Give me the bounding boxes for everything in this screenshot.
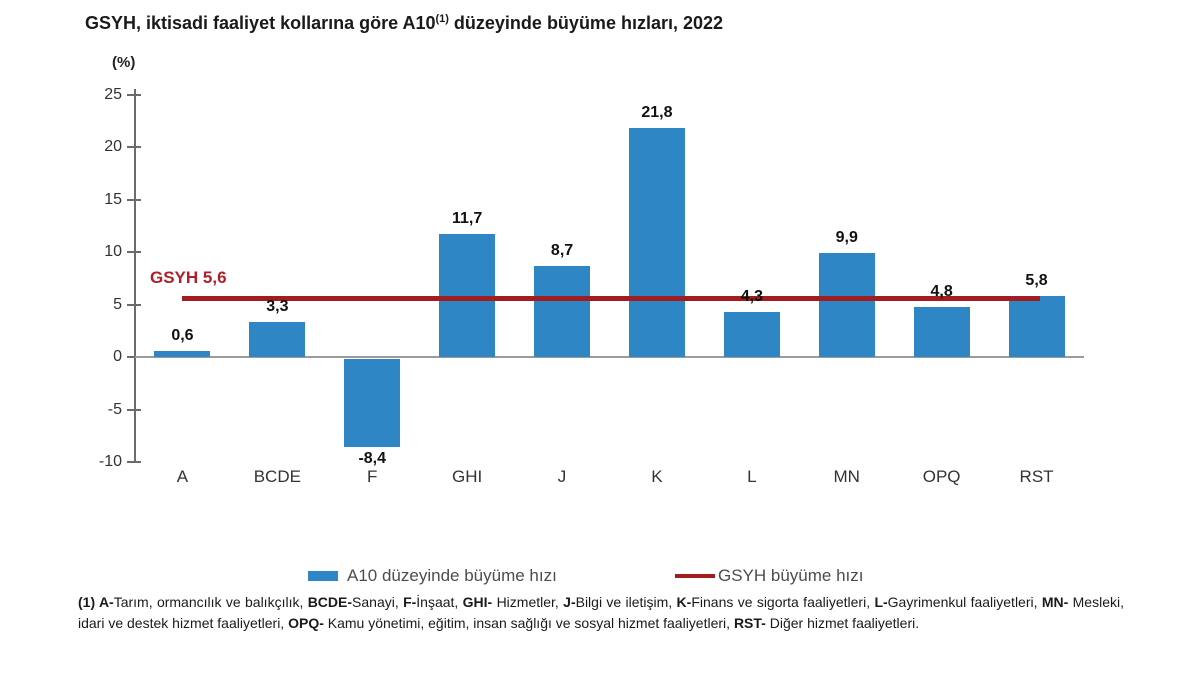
footnote-text: Kamu yönetimi, eğitim, insan sağlığı ve … [323, 615, 734, 631]
x-category-label: A [176, 467, 189, 486]
legend-bar-label: A10 düzeyinde büyüme hızı [347, 566, 557, 585]
footnote-text: Tarım, ormancılık ve balıkçılık, [113, 594, 308, 610]
gdp-line-label: GSYH 5,6 [150, 268, 227, 287]
legend-line-swatch-icon [675, 574, 715, 578]
bar [1008, 296, 1065, 357]
gdp-reference-line [182, 295, 1040, 301]
bar-value-label: 9,9 [835, 229, 858, 247]
y-tick-label: 5 [113, 295, 122, 313]
x-category-label: K [651, 467, 663, 486]
bar-value-label: 4,3 [740, 287, 763, 305]
footnote-text: İnşaat, [416, 594, 463, 610]
footnote: (1) A-Tarım, ormancılık ve balıkçılık, B… [78, 592, 1124, 634]
y-tick-label: -10 [98, 453, 122, 470]
footnote-code: F- [403, 594, 417, 610]
bar [344, 359, 401, 448]
footnote-code: OPQ- [288, 615, 324, 631]
y-axis-unit-label: (%) [112, 54, 136, 71]
x-category-label: MN [833, 467, 860, 486]
bar-value-label: -8,4 [358, 450, 387, 468]
bar [154, 350, 211, 357]
footnote-code: BCDE- [307, 594, 353, 610]
y-tick-label: 25 [104, 85, 122, 103]
y-tick-mark [127, 461, 141, 463]
footnote-text: Hizmetler, [492, 594, 564, 610]
x-category-label: OPQ [922, 467, 961, 486]
x-category-label: L [747, 467, 757, 486]
legend-item-line: GSYH büyüme hızı [675, 566, 864, 585]
bar [723, 311, 780, 357]
bar-value-label: 5,8 [1025, 272, 1048, 290]
legend-line-label: GSYH büyüme hızı [718, 566, 864, 585]
legend-item-bars: A10 düzeyinde büyüme hızı [308, 566, 557, 585]
footnote-code: L- [874, 594, 888, 610]
x-category-label: F [367, 467, 378, 486]
chart-title-footnote-marker: (1) [435, 13, 449, 25]
chart-title-prefix: GSYH, iktisadi faaliyet kollarına göre A… [85, 13, 436, 33]
y-tick-mark [127, 146, 141, 148]
bar-value-label: 4,8 [930, 282, 953, 300]
footnote-code: K- [676, 594, 692, 610]
chart-title-suffix: düzeyinde büyüme hızları, 2022 [448, 13, 724, 33]
footnote-code: J- [563, 594, 576, 610]
bar [534, 265, 591, 357]
y-tick-mark [127, 198, 141, 201]
bar-value-label: 11,7 [452, 210, 483, 228]
bar [439, 234, 496, 357]
bar [628, 128, 685, 357]
footnote-text: Mesleki, idari ve destek hizmet faaliyet… [78, 594, 1124, 631]
footnote-code: GHI- [462, 594, 493, 610]
x-category-label: GHI [452, 467, 483, 486]
y-axis-line [134, 89, 136, 462]
x-category-label: RST [1019, 467, 1054, 486]
footnote-code: MN- [1041, 594, 1069, 610]
footnote-text: Bilgi ve iletişim, [575, 594, 677, 610]
y-tick-label: 20 [104, 138, 122, 155]
y-tick-mark [127, 356, 141, 358]
y-tick-mark [127, 408, 141, 411]
footnote-code: RST- [733, 615, 766, 631]
y-tick-mark [127, 251, 141, 253]
footnote-text: Finans ve sigorta faaliyetleri, [691, 594, 875, 610]
footnote-text: Sanayi, [352, 594, 404, 610]
zero-line [135, 356, 1084, 358]
footnote-text: Gayrimenkul faaliyetleri, [887, 594, 1042, 610]
bar [249, 322, 306, 357]
y-tick-label: -5 [107, 400, 122, 418]
x-category-label: BCDE [253, 467, 301, 486]
footnote-text: Diğer hizmet faaliyetleri. [765, 615, 920, 631]
y-tick-label: 10 [104, 243, 122, 260]
x-category-label: J [557, 467, 567, 486]
y-tick-mark [127, 303, 141, 306]
bar [913, 306, 970, 357]
y-tick-label: 0 [113, 348, 122, 365]
chart-title: GSYH, iktisadi faaliyet kollarına göre A… [85, 13, 723, 34]
bar [818, 253, 875, 357]
footnote-code: A- [98, 594, 114, 610]
bar-value-label: 8,7 [550, 241, 574, 259]
y-tick-label: 15 [104, 190, 122, 208]
bar-value-label: 0,6 [171, 326, 194, 344]
footnote-code: (1) [78, 594, 99, 610]
y-tick-mark [127, 93, 141, 96]
bar-value-label: 21,8 [641, 104, 673, 122]
bar-value-label: 3,3 [266, 298, 289, 316]
legend-bar-swatch-icon [308, 571, 338, 581]
